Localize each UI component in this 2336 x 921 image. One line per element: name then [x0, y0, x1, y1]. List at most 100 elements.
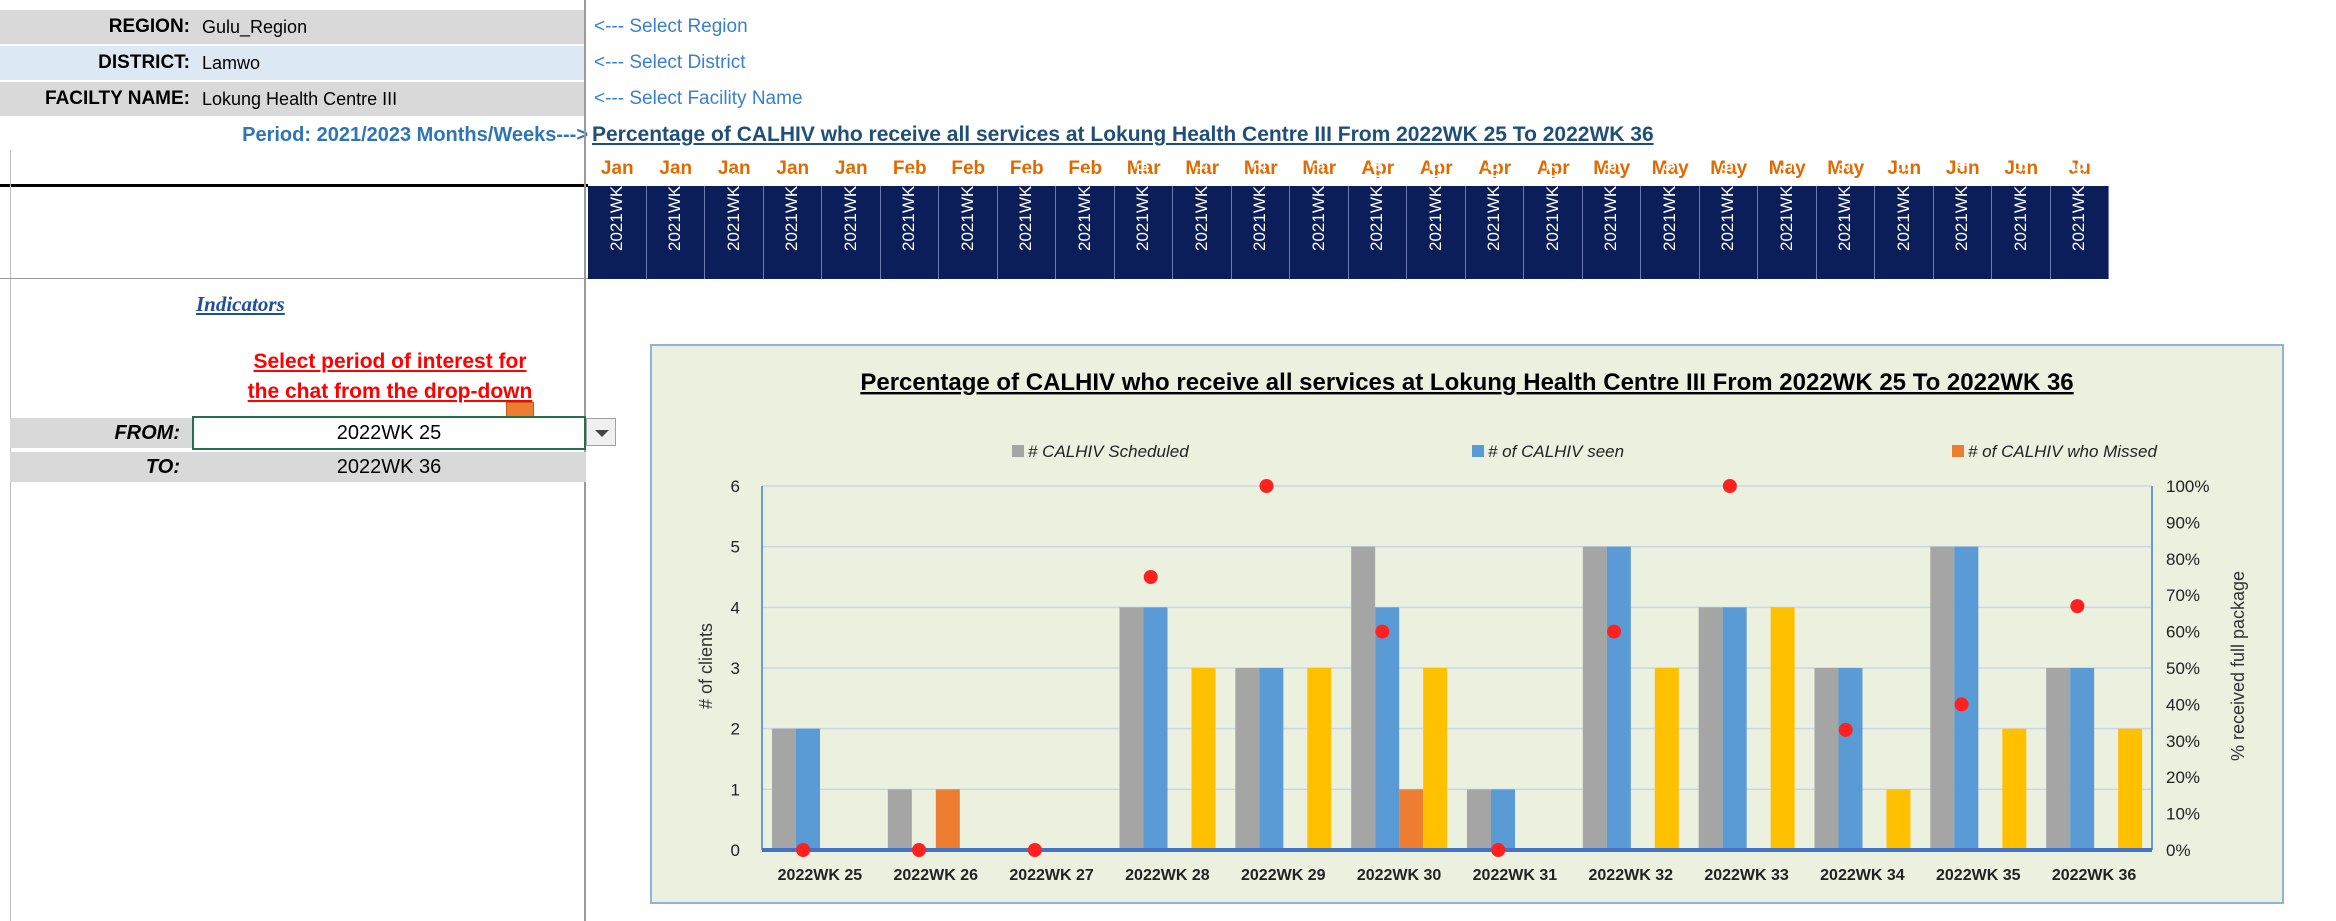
info-panel: REGION: Gulu_Region DISTRICT: Lamwo FACI…: [0, 0, 590, 150]
week-column-header: 2021WK 1: [588, 172, 647, 279]
legend-swatch: [1012, 445, 1024, 457]
bar: [1814, 668, 1839, 850]
week-column-header: 2021WK 15: [1407, 162, 1466, 279]
week-label: 2021WK 10: [1133, 162, 1153, 251]
percent-marker: [2070, 599, 2085, 614]
bar: [1259, 668, 1284, 850]
month-label: Jun: [1887, 158, 1922, 179]
percent-marker: [1375, 624, 1390, 639]
chart-title: Percentage of CALHIV who receive all ser…: [860, 369, 2073, 396]
period-instruction-2: the chat from the drop-down: [247, 380, 533, 403]
bar: [1399, 789, 1424, 850]
week-label: 2021WK 15: [1425, 162, 1445, 251]
y-right-tick-label: 10%: [2166, 805, 2200, 824]
week-column-header: 2021WK 10: [1114, 162, 1173, 279]
percent-marker: [1607, 624, 1622, 639]
week-column-header: 2021WK 5: [822, 172, 881, 279]
month-label: Apr: [1361, 158, 1395, 179]
week-column-header: 2021WK 23: [1875, 162, 1934, 279]
y-right-tick-label: 60%: [2166, 623, 2200, 642]
chart-plot: 01234560%10%20%30%40%50%60%70%80%90%100%…: [731, 477, 2210, 884]
bar: [1119, 607, 1144, 850]
week-column-header: 2021WK 18: [1582, 162, 1641, 279]
week-label: 2021WK 9: [1074, 171, 1094, 251]
from-select[interactable]: 2022WK 25: [192, 416, 586, 450]
district-field[interactable]: Lamwo: [196, 46, 586, 80]
bar: [1886, 789, 1911, 850]
week-label: 2021WK 25: [2010, 162, 2030, 251]
bar: [1954, 546, 1979, 850]
month-label: May: [1593, 158, 1631, 179]
week-label: 2021WK 18: [1601, 162, 1621, 251]
y-right-tick-label: 70%: [2166, 586, 2200, 605]
bar: [1235, 668, 1260, 850]
percent-marker: [1722, 479, 1737, 493]
percent-marker: [796, 843, 811, 857]
bar: [1491, 789, 1515, 850]
bar: [1722, 607, 1747, 850]
y-tick-label: 1: [731, 780, 740, 799]
month-label: Jun: [2004, 158, 2039, 179]
week-label: 2021WK 20: [1718, 162, 1738, 251]
bar: [1838, 668, 1863, 850]
bar: [1143, 607, 1168, 850]
month-label: May: [1768, 158, 1806, 179]
facility-hint: <--- Select Facility Name: [594, 88, 803, 109]
percent-marker: [1259, 479, 1274, 493]
chart-container[interactable]: Percentage of CALHIV who receive all ser…: [650, 344, 2284, 904]
bar: [1582, 546, 1607, 850]
y-tick-label: 2: [731, 720, 740, 739]
week-column-header: 2021WK 24: [1933, 162, 1992, 279]
district-hint: <--- Select District: [594, 52, 746, 73]
facility-label: FACILTY NAME:: [0, 82, 196, 116]
month-label: May: [1710, 158, 1748, 179]
bar: [2002, 728, 2027, 850]
bar: [1423, 668, 1448, 850]
month-label: Apr: [1419, 158, 1453, 179]
chart-legend: # CALHIV Scheduled # of CALHIV seen # of C…: [1012, 442, 2158, 461]
x-tick-label: 2022WK 32: [1589, 867, 1674, 884]
period-instruction-1: Select period of interest for: [253, 350, 527, 373]
facility-field[interactable]: Lokung Health Centre III: [196, 82, 586, 116]
week-column-header: 2021WK 9: [1056, 172, 1115, 279]
district-label: DISTRICT:: [0, 46, 196, 80]
week-label: 2021WK 4: [782, 171, 802, 251]
month-label: Mar: [1243, 158, 1278, 179]
week-label: 2021WK 5: [840, 171, 860, 251]
x-tick-label: 2022WK 30: [1357, 867, 1442, 884]
week-label: 2021WK 11: [1191, 163, 1211, 251]
bar: [1698, 607, 1723, 850]
week-label: 2021WK 2: [665, 171, 685, 251]
month-label: Mar: [1126, 158, 1161, 179]
y-right-tick-label: 100%: [2166, 477, 2209, 496]
to-select[interactable]: 2022WK 36: [192, 452, 586, 482]
week-label: 2021WK 12: [1250, 162, 1270, 251]
legend-label: # of CALHIV seen: [1488, 442, 1624, 461]
y-right-tick-label: 90%: [2166, 513, 2200, 532]
week-column-header: 2021WK 25: [1992, 162, 2051, 279]
y-right-tick-label: 50%: [2166, 659, 2200, 678]
week-label: 2021WK 24: [1952, 162, 1972, 251]
y-right-tick-label: 0%: [2166, 841, 2191, 860]
left-edge: [10, 150, 11, 921]
month-label: Jan: [834, 158, 868, 179]
x-tick-label: 2022WK 31: [1473, 867, 1558, 884]
week-column-header: 2021WK 3: [705, 172, 764, 279]
region-field[interactable]: Gulu_Region: [196, 10, 586, 44]
month-label: Feb: [1068, 158, 1103, 179]
bar: [1467, 789, 1491, 850]
y-tick-label: 0: [731, 841, 740, 860]
x-tick-label: 2022WK 36: [2052, 867, 2137, 884]
month-label: Mar: [1302, 158, 1337, 179]
week-label: 2021WK 21: [1776, 162, 1796, 251]
week-label: 2021WK 3: [723, 171, 743, 251]
week-column-header: 2021WK 22: [1816, 162, 1875, 279]
bar: [1375, 607, 1400, 850]
y-axis-right-label: % received full package: [2228, 571, 2248, 761]
bar: [2070, 668, 2095, 850]
period-title-link[interactable]: Percentage of CALHIV who receive all ser…: [592, 123, 1654, 146]
x-tick-label: 2022WK 34: [1820, 867, 1905, 884]
month-label: Feb: [951, 158, 986, 179]
from-dropdown-button[interactable]: [586, 418, 616, 446]
period-label: Period: 2021/2023 Months/Weeks--->: [242, 124, 588, 146]
